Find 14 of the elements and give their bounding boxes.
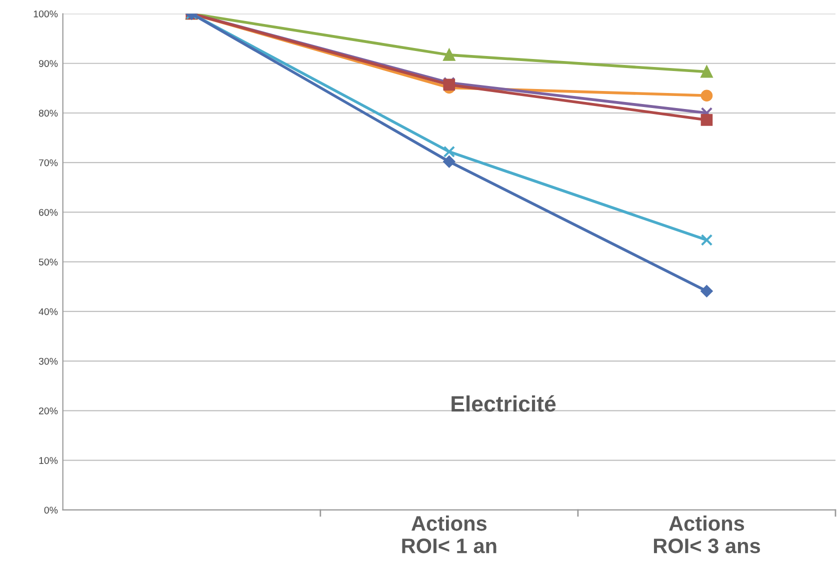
y-tick-label: 50% [38,258,58,266]
y-tick-label: 70% [39,159,58,166]
y-tick-label: 90% [38,60,58,67]
y-tick-label: 40% [38,308,58,316]
y-tick-label: 100% [34,10,58,18]
annotation: Electricité [452,395,556,412]
y-tick-label: 30% [38,358,58,365]
y-tick-label: 60% [39,208,58,216]
y-tick-label: 20% [39,407,58,414]
y-tick-label: 10% [39,457,58,464]
y-tick-label: 0% [44,506,58,514]
x-tick-label: Actions ROI< 3 ans [654,516,760,554]
x-tick-label: Actions ROI< 1 an [402,516,496,554]
y-tick-label: 80% [38,110,58,117]
